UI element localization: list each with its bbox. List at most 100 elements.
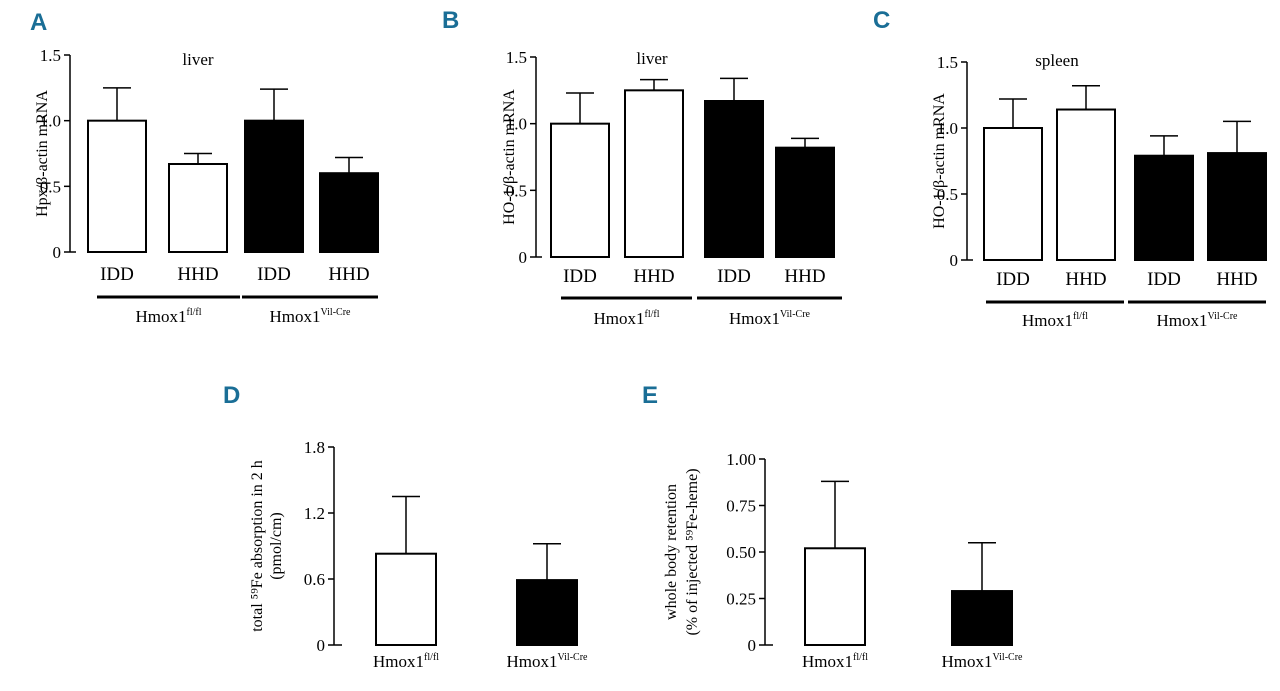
category-label-main: Hmox1 (373, 652, 424, 671)
category-label: IDD (563, 266, 597, 287)
panel-b: B 0 0.5 1.0 1.5 HO-1/β-actin mRNA liver IDD HHD I… (442, 7, 842, 328)
y-tick-label: 1.00 (726, 450, 756, 469)
group-label: Hmox1Vil-Cre (729, 309, 811, 328)
panel-e: E 0 0.25 0.50 0.75 1.00 whole body retention (%… (642, 382, 1023, 671)
y-tick-label: 0 (748, 636, 757, 655)
panel-letter: B (442, 7, 459, 34)
category-label-sup: fl/fl (424, 652, 439, 663)
group-label-sup: Vil-Cre (780, 309, 811, 320)
y-tick-label: 0 (53, 243, 62, 262)
group-label-main: Hmox1 (1022, 311, 1073, 330)
group-label-main: Hmox1 (270, 307, 321, 326)
bar (375, 552, 437, 647)
bar (516, 579, 578, 646)
category-label: HHD (784, 266, 825, 287)
bar (1207, 152, 1267, 261)
category-label: IDD (1147, 269, 1181, 290)
group-label-sup: fl/fl (1073, 311, 1088, 322)
bar (87, 119, 147, 253)
category-label: Hmox1Vil-Cre (942, 652, 1024, 671)
group-label-sup: fl/fl (187, 307, 202, 318)
y-axis-label: Hpx/β-actin mRNA (34, 90, 51, 217)
y-tick-label: 0 (317, 636, 326, 655)
category-label-sup: fl/fl (853, 652, 868, 663)
panel-letter: D (223, 382, 240, 409)
y-tick-label: 1.2 (304, 504, 325, 523)
tissue-label: spleen (1035, 51, 1079, 70)
y-tick-label: 0 (950, 251, 959, 270)
bar (624, 89, 684, 259)
bar (983, 127, 1043, 261)
group-label: Hmox1fl/fl (1022, 311, 1088, 330)
bar (168, 163, 228, 253)
category-label: Hmox1fl/fl (802, 652, 868, 671)
y-tick-label: 0.5 (40, 177, 61, 196)
category-label: HHD (1065, 269, 1106, 290)
category-label: HHD (328, 264, 369, 285)
panel-a: A 0 0.5 1.0 1.5 Hpx/β-actin mRNA liver IDD HHD ID… (30, 9, 379, 326)
category-label: HHD (1216, 269, 1257, 290)
panel-letter: C (873, 7, 890, 34)
y-axis-label-line: total ⁵⁹Fe absorption in 2 h (249, 460, 266, 632)
group-label: Hmox1fl/fl (594, 309, 660, 328)
bar (319, 172, 379, 253)
y-tick-label: 0.50 (726, 543, 756, 562)
panel-letter: A (30, 9, 47, 36)
group-label-sup: fl/fl (645, 309, 660, 320)
group-label: Hmox1Vil-Cre (270, 307, 352, 326)
category-label: Hmox1fl/fl (373, 652, 439, 671)
bar (1056, 108, 1116, 261)
y-axis-label-line: (% of injected ⁵⁹Fe-heme) (684, 468, 701, 635)
category-label: Hmox1Vil-Cre (507, 652, 589, 671)
y-axis-label-line: (pmol/cm) (268, 512, 285, 580)
category-label: IDD (717, 266, 751, 287)
category-label-main: Hmox1 (802, 652, 853, 671)
category-label: HHD (177, 264, 218, 285)
y-tick-label: 0.6 (304, 570, 325, 589)
y-tick-label: 0 (519, 248, 528, 267)
group-label-main: Hmox1 (594, 309, 645, 328)
group-label-main: Hmox1 (136, 307, 187, 326)
category-label-sup: Vil-Cre (993, 652, 1024, 663)
category-label: IDD (996, 269, 1030, 290)
bar (951, 590, 1013, 646)
panel-letter: E (642, 382, 658, 409)
y-tick-label: 0.25 (726, 590, 756, 609)
category-label: IDD (257, 264, 291, 285)
y-tick-label: 1.8 (304, 438, 325, 457)
y-tick-label: 0.5 (506, 181, 527, 200)
y-tick-label: 1.5 (40, 46, 61, 65)
y-tick-label: 1.5 (937, 53, 958, 72)
y-tick-label: 1.0 (40, 112, 61, 131)
panel-d: D 0 0.6 1.2 1.8 total ⁵⁹Fe absorption in 2 h(… (223, 382, 588, 671)
panel-c: C 0 0.5 1.0 1.5 HO-1/β-actin mRNA spleen IDD HHD… (873, 7, 1267, 330)
y-axis-label: HO-1/β-actin mRNA (501, 89, 518, 225)
y-axis-label-line: whole body retention (663, 484, 680, 620)
y-axis-label: HO-1/β-actin mRNA (931, 93, 948, 229)
y-tick-label: 1.0 (506, 115, 527, 134)
group-label: Hmox1Vil-Cre (1157, 311, 1239, 330)
bar (1134, 154, 1194, 261)
y-tick-label: 1.5 (506, 48, 527, 67)
group-label-sup: Vil-Cre (321, 307, 352, 318)
bar (550, 122, 610, 258)
bar (775, 146, 835, 259)
y-tick-label: 1.0 (937, 119, 958, 138)
y-tick-label: 0.5 (937, 185, 958, 204)
group-label-main: Hmox1 (1157, 311, 1208, 330)
category-label-main: Hmox1 (942, 652, 993, 671)
group-label: Hmox1fl/fl (136, 307, 202, 326)
category-label: IDD (100, 264, 134, 285)
group-label-main: Hmox1 (729, 309, 780, 328)
category-label: HHD (633, 266, 674, 287)
category-label-main: Hmox1 (507, 652, 558, 671)
bar (804, 547, 866, 647)
bar (704, 100, 764, 258)
group-label-sup: Vil-Cre (1208, 311, 1239, 322)
tissue-label: liver (636, 49, 667, 68)
tissue-label: liver (182, 50, 213, 69)
bar (244, 119, 304, 253)
y-tick-label: 0.75 (726, 497, 756, 516)
category-label-sup: Vil-Cre (558, 652, 589, 663)
